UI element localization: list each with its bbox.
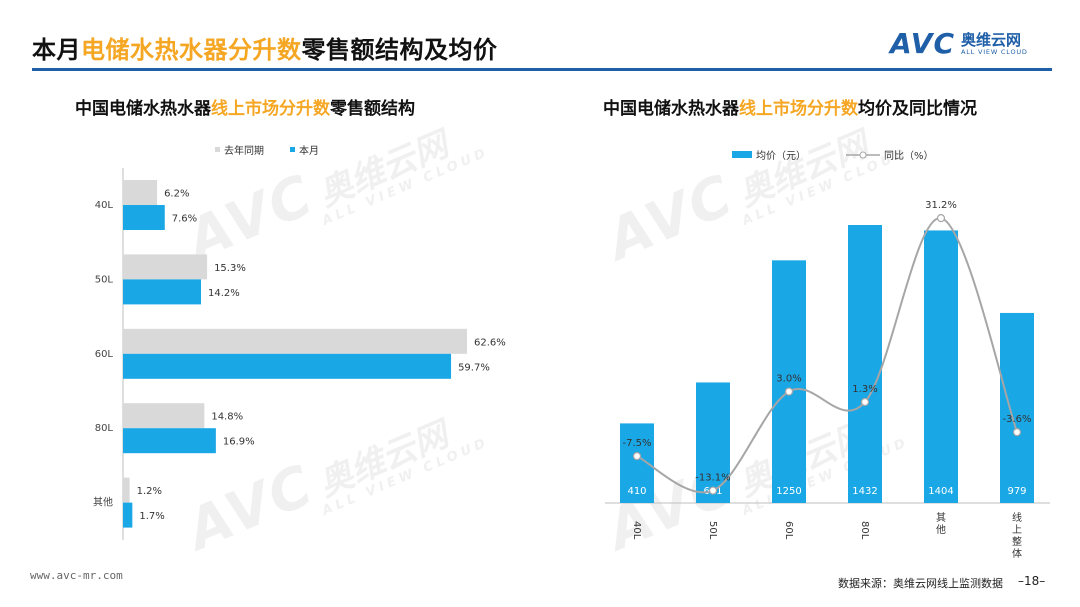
category-label: 80L	[95, 423, 114, 434]
bar	[123, 254, 208, 280]
legend-swatch-this-month	[290, 147, 295, 152]
logo-mark: AVC	[890, 27, 955, 60]
bar	[123, 403, 205, 429]
data-source: 数据来源：奥维云网线上监测数据	[838, 577, 1003, 590]
left-chart-legend: 去年同期 本月	[215, 142, 319, 157]
data-label: 62.6%	[474, 337, 506, 348]
data-label: 7.6%	[172, 214, 197, 225]
logo-name-cn: 奥维云网	[961, 30, 1022, 49]
right-chart-legend: 均价（元） 同比（%）	[732, 147, 934, 162]
legend-label-yoy: 同比（%）	[884, 151, 934, 162]
data-label: 15.3%	[214, 263, 246, 274]
bar	[123, 428, 216, 454]
data-label: 1.2%	[137, 486, 162, 497]
data-label: 16.9%	[223, 437, 255, 448]
data-label: 59.7%	[458, 362, 490, 373]
data-label: 14.8%	[211, 412, 243, 423]
bar	[123, 353, 452, 379]
legend-swatch-last-year	[215, 147, 220, 152]
bar	[123, 477, 130, 503]
data-label: 6.2%	[164, 189, 189, 200]
bar	[123, 180, 158, 205]
legend-label-last-year: 去年同期	[224, 146, 264, 157]
page-title: 本月电储水热水器分升数零售额结构及均价	[32, 36, 498, 64]
legend-label-avg-price: 均价（元）	[756, 151, 806, 162]
right-chart-title: 中国电储水热水器线上市场分升数均价及同比情况	[603, 99, 977, 119]
legend-label-this-month: 本月	[299, 146, 319, 157]
logo-name-en: ALL VIEW CLOUD	[961, 47, 1028, 56]
legend-swatch-yoy	[846, 151, 880, 158]
data-label: 14.2%	[208, 288, 240, 299]
bar	[123, 279, 202, 305]
category-label: 40L	[95, 200, 114, 211]
bar	[123, 328, 467, 354]
bar	[123, 205, 165, 230]
data-label: 1.7%	[139, 511, 164, 522]
website-url: www.avc-mr.com	[30, 569, 123, 582]
title-underline	[32, 68, 1052, 71]
category-label: 60L	[95, 349, 114, 360]
category-label: 其他	[93, 496, 113, 509]
avc-logo: AVC 奥维云网 ALL VIEW CLOUD	[890, 27, 1028, 60]
category-label: 50L	[95, 274, 114, 285]
page-number: –18–	[1018, 574, 1046, 588]
left-chart-title: 中国电储水热水器线上市场分升数零售额结构	[75, 99, 415, 119]
legend-swatch-avg-price	[732, 151, 752, 158]
bar	[123, 502, 133, 528]
